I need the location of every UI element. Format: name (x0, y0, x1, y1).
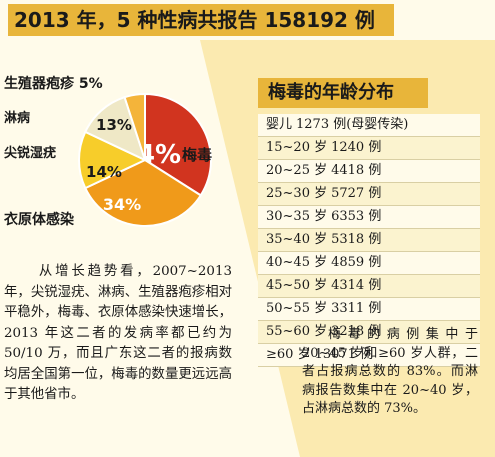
age-cell: 30~35 岁 (266, 209, 328, 224)
page-title: 2013 年，5 种性病共报告 158192 例 (8, 4, 394, 36)
age-cell: 45~50 岁 (266, 278, 328, 293)
pie-slice (78, 130, 148, 190)
age-cell: 55~60 岁 (266, 324, 328, 339)
table-body: 婴儿 1273 例(母婴传染) 15~20 岁 1240 例 20~25 岁 4418 例… (258, 114, 480, 367)
slice-name-label: 尖锐湿疣 (4, 145, 56, 161)
count-cell: 1240 例 (331, 140, 382, 155)
count-cell: 5318 例 (331, 232, 382, 247)
table-title: 梅毒的年龄分布 (258, 78, 428, 108)
slice-name-label: 生殖器疱疹 5% (4, 75, 103, 92)
count-cell: 4314 例 (331, 278, 382, 293)
count-cell: 6353 例 (331, 209, 382, 224)
table-row: 45~50 岁 4314 例 (258, 275, 480, 298)
table-row: ≥60 岁 13071 例 (258, 344, 480, 367)
syphilis-note: 梅毒的病例集中于 20~45 岁和≥60 岁人群，二者占报病总数的 83%。而淋… (302, 327, 478, 416)
age-distribution-table: 梅毒的年龄分布 婴儿 1273 例(母婴传染) 15~20 岁 1240 例 20~25… (258, 78, 480, 367)
age-cell: 20~25 岁 (266, 163, 328, 178)
age-cell: 25~30 岁 (266, 186, 328, 201)
count-cell: 1273 例(母婴传染) (296, 117, 409, 132)
pie-slice (123, 92, 146, 161)
table-row: 40~45 岁 4859 例 (258, 252, 480, 275)
table-row: 20~25 岁 4418 例 (258, 160, 480, 183)
count-cell: 4859 例 (331, 255, 382, 270)
table-row: 55~60 岁 3218 例 (258, 321, 480, 344)
trend-paragraph: 从增长趋势看，2007~2013 年，尖锐湿疣、淋病、生殖器疱疹相对平稳外，梅毒… (4, 264, 232, 402)
count-cell: 3311 例 (331, 301, 382, 316)
table-row: 30~35 岁 6353 例 (258, 206, 480, 229)
age-cell: 婴儿 (266, 117, 293, 132)
table-row: 15~20 岁 1240 例 (258, 137, 480, 160)
count-cell: 3218 例 (331, 324, 382, 339)
table-row: 35~40 岁 5318 例 (258, 229, 480, 252)
slice-name-label: 衣原体感染 (4, 211, 75, 228)
age-cell: 15~20 岁 (266, 140, 328, 155)
slice-percent-label: 13% (96, 116, 132, 134)
pie-slice (83, 158, 203, 227)
age-cell: 35~40 岁 (266, 232, 328, 247)
count-cell: 13071 例 (314, 347, 374, 362)
slice-name-label: 梅毒 (182, 146, 212, 164)
count-cell: 4418 例 (331, 163, 382, 178)
table-row: 婴儿 1273 例(母婴传染) (258, 114, 480, 137)
slice-percent-label: 14% (86, 163, 122, 181)
slice-name-label: 淋病 (4, 110, 30, 126)
age-cell: 40~45 岁 (266, 255, 328, 270)
slice-percent-label: 34% (103, 195, 141, 214)
age-cell: ≥60 岁 (266, 347, 311, 362)
table-row: 50~55 岁 3311 例 (258, 298, 480, 321)
count-cell: 5727 例 (331, 186, 382, 201)
age-cell: 50~55 岁 (266, 301, 328, 316)
table-row: 25~30 岁 5727 例 (258, 183, 480, 206)
